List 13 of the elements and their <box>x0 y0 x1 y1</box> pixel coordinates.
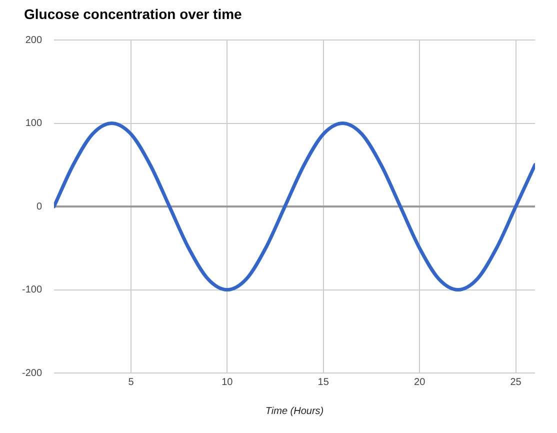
y-tick-label: 200 <box>25 34 42 46</box>
line-series <box>54 122 535 292</box>
chart-title: Glucose concentration over time <box>24 6 242 22</box>
x-tick-label: 25 <box>510 376 522 388</box>
x-axis-title: Time (Hours) <box>265 406 324 417</box>
x-tick-label: 10 <box>222 376 234 388</box>
y-tick-label: -100 <box>22 284 42 296</box>
y-tick-label: -200 <box>22 368 42 379</box>
y-tick-label: 100 <box>25 118 42 129</box>
x-tick-label: 5 <box>128 376 134 388</box>
x-tick-label: 15 <box>318 376 330 388</box>
x-tick-label: 20 <box>414 376 426 388</box>
y-tick-label: 0 <box>36 201 42 212</box>
